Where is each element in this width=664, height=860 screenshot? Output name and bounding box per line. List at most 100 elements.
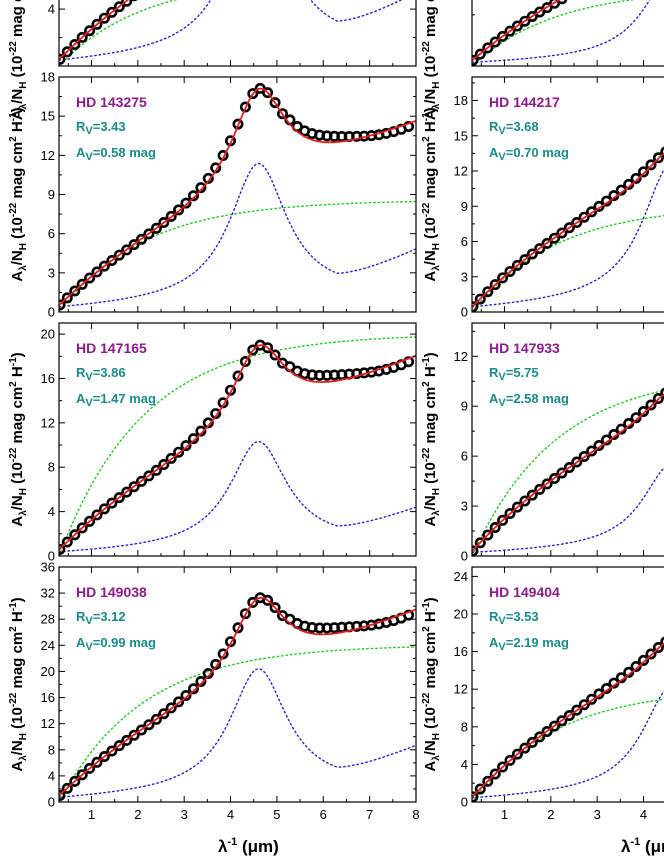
data-point	[202, 667, 214, 679]
y-axis-label-part: )	[9, 352, 26, 357]
data-point	[113, 249, 125, 261]
data-point	[150, 713, 162, 725]
av-label-value: =0.58 mag	[93, 145, 156, 160]
y-tick-label: 12	[41, 148, 55, 163]
data-point	[98, 750, 110, 762]
rv-label-r: R	[489, 365, 499, 380]
data-point	[660, 636, 664, 647]
data-point	[504, 507, 516, 519]
data-point	[158, 458, 170, 470]
series-line-blue-component	[59, 0, 403, 61]
series-line-green-component	[59, 0, 178, 66]
y-axis-label-part: (10	[9, 707, 26, 733]
x-axis-label-right: λ-1 (μm)	[621, 836, 664, 856]
y-axis-label-part: mag cm	[422, 632, 439, 693]
y-axis-label: Aλ/NH (10-22 mag cm2 H-1)	[421, 107, 442, 281]
y-tick-label: 8	[48, 742, 55, 757]
y-tick-label: 4	[461, 757, 468, 772]
x-tick-label: 1	[88, 807, 95, 822]
data-point	[504, 25, 516, 37]
y-axis-label-part: )	[422, 352, 439, 357]
data-point	[504, 265, 516, 277]
y-tick-label: 0	[461, 549, 468, 564]
rv-label-r: R	[489, 119, 499, 134]
y-axis-label-part: A	[422, 271, 439, 282]
y-axis-label-part: -22	[421, 41, 432, 56]
y-axis-label-part: λ	[431, 755, 442, 761]
data-point	[262, 342, 274, 354]
y-axis-label: Aλ/NH (10-22 mag cm2 H-1)	[421, 352, 442, 526]
rv-label-subscript: V	[498, 125, 506, 137]
y-axis-label-part: -22	[421, 447, 432, 462]
y-axis-label-part: /N	[9, 740, 26, 755]
data-point	[121, 734, 133, 746]
y-axis-label-part: -1	[421, 357, 432, 366]
data-point	[472, 545, 479, 556]
y-axis-label: Aλ/NH (10-22 mag cm2 H-1)	[421, 597, 442, 771]
data-point	[262, 87, 274, 99]
y-axis-label-part: H	[422, 611, 439, 626]
y-axis-label-part: /N	[422, 740, 439, 755]
data-point	[269, 97, 281, 109]
av-label-a: A	[76, 145, 86, 160]
series-line-blue-component	[472, 690, 664, 799]
y-tick-label: 20	[41, 327, 55, 342]
y-tick-label: 9	[461, 399, 468, 414]
data-point	[150, 464, 162, 476]
rv-label-r: R	[76, 119, 86, 134]
data-point	[660, 387, 664, 398]
data-point	[472, 791, 479, 802]
series-line-blue-component	[59, 440, 416, 553]
data-point	[630, 660, 642, 672]
y-tick-label: 15	[41, 109, 55, 124]
rv-label-r: R	[489, 609, 499, 624]
plot-frame	[471, 76, 664, 313]
plot-area	[59, 592, 416, 802]
data-point	[91, 756, 103, 768]
data-point	[511, 20, 523, 32]
data-point	[121, 486, 133, 498]
y-axis-label-part: H	[431, 733, 442, 740]
data-point	[188, 433, 200, 445]
data-point	[61, 782, 73, 794]
data-point	[143, 470, 155, 482]
rv-label-subscript: V	[85, 125, 93, 137]
data-point	[630, 172, 642, 184]
y-tick-label: 6	[48, 226, 55, 241]
data-point	[262, 594, 274, 606]
data-point	[645, 399, 657, 411]
data-point	[497, 272, 509, 284]
y-axis-label-part: H	[9, 366, 26, 381]
data-point	[91, 509, 103, 521]
x-tick-label: 7	[366, 807, 373, 822]
y-tick-label: 6	[461, 449, 468, 464]
data-point	[556, 715, 568, 727]
data-point	[180, 689, 192, 701]
y-tick-label: 16	[41, 371, 55, 386]
data-point	[652, 392, 664, 404]
data-point	[61, 536, 73, 548]
y-axis-label-part: -22	[8, 202, 19, 217]
series-line-blue-component	[472, 467, 664, 554]
data-point	[106, 6, 118, 18]
plot-frame	[471, 322, 664, 557]
x-axis-label-lambda: λ	[218, 837, 228, 856]
data-point	[660, 146, 664, 157]
data-point	[136, 233, 148, 245]
y-axis-label-part: A	[9, 761, 26, 772]
av-label-value: =2.19 mag	[506, 635, 569, 650]
data-point	[158, 708, 170, 720]
y-axis-label-part: H	[431, 82, 442, 89]
y-tick-label: 12	[454, 349, 468, 364]
x-axis-label-left: λ-1 (μm)	[218, 836, 279, 856]
av-label-value: =1.47 mag	[93, 391, 156, 406]
y-axis-label: Aλ/NH (10-22 mag cm2 H-1)	[8, 107, 29, 281]
data-point	[571, 217, 583, 229]
data-point	[158, 217, 170, 229]
data-point	[497, 514, 509, 526]
data-point	[472, 301, 479, 312]
